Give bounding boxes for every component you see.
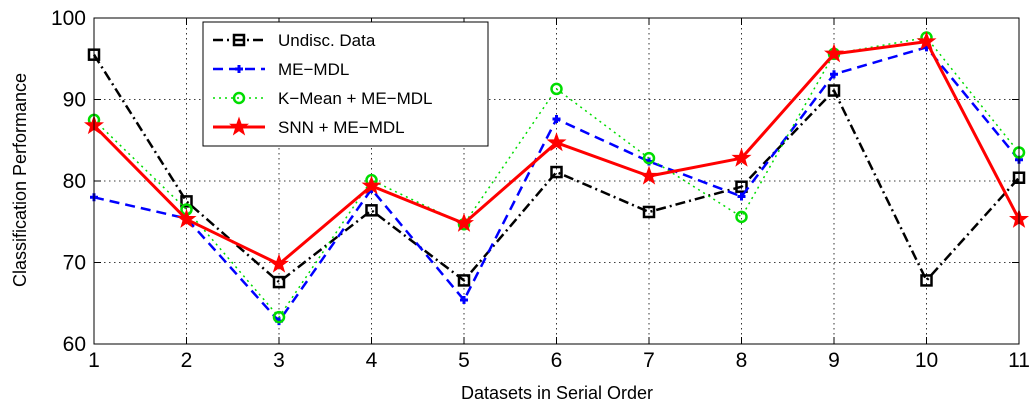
y-tick-label: 90	[63, 89, 86, 112]
legend-marker-star	[228, 116, 250, 136]
legend-label: Undisc. Data	[278, 31, 376, 50]
data-point-square	[180, 195, 193, 208]
legend-item: ME−MDL	[213, 60, 349, 79]
legend-label: SNN + ME−MDL	[278, 118, 405, 137]
data-point-star	[823, 43, 845, 63]
grid-layer	[94, 18, 1019, 344]
data-point-star	[916, 31, 937, 51]
tick-labels: 1 2 3 4 5 6 7 8 9 10 11 60 70 80 90 100	[51, 7, 1030, 372]
data-point-square	[920, 274, 933, 287]
data-point-square	[642, 205, 656, 219]
data-point-plus	[460, 295, 468, 304]
data-point-star	[453, 212, 475, 232]
x-axis-label: Datasets in Serial Order	[461, 383, 653, 403]
x-tick-label: 5	[458, 349, 470, 372]
x-tick-label: 11	[1008, 349, 1030, 372]
data-point-star	[546, 132, 567, 152]
series-layer	[83, 31, 1030, 326]
legend-item: SNN + ME−MDL	[213, 116, 405, 137]
data-point-circle	[735, 210, 748, 224]
data-point-star	[268, 253, 290, 273]
legend-label: ME−MDL	[278, 60, 349, 79]
x-tick-label: 7	[643, 349, 655, 372]
plot-frame	[93, 17, 1020, 345]
data-point-square	[272, 275, 286, 289]
legend-item: Undisc. Data	[213, 31, 376, 50]
data-point-square	[827, 84, 841, 97]
x-tick-label: 8	[736, 349, 748, 372]
data-point-square	[550, 165, 563, 179]
legend-box	[202, 21, 489, 147]
data-point-square	[365, 204, 378, 217]
data-point-square	[735, 180, 748, 193]
data-point-star	[638, 165, 660, 185]
x-tick-label: 10	[915, 349, 938, 372]
data-point-circle	[550, 82, 563, 96]
legend-item: K−Mean + ME−MDL	[213, 89, 433, 108]
legend-marker-circle	[232, 91, 246, 105]
data-point-circle	[272, 310, 286, 324]
data-point-circle	[642, 151, 656, 165]
x-tick-label: 2	[181, 349, 193, 372]
legend-marker-plus	[235, 65, 243, 73]
y-tick-label: 70	[63, 252, 86, 275]
y-tick-label: 60	[63, 333, 86, 356]
x-tick-label: 4	[366, 349, 378, 372]
data-point-star	[361, 175, 382, 195]
data-point-star	[731, 147, 752, 167]
legend-label: K−Mean + ME−MDL	[278, 89, 433, 108]
legend: Undisc. Data ME−MDL K−Mean + ME−MDL SNN + M…	[202, 21, 489, 147]
y-tick-label: 100	[51, 7, 86, 30]
series-snn-me-mdl	[83, 31, 1030, 273]
y-tick-label: 80	[63, 170, 86, 193]
data-point-star	[176, 208, 197, 228]
series-line	[92, 54, 1020, 284]
data-point-plus	[830, 70, 838, 79]
x-tick-label: 1	[88, 349, 100, 372]
x-tick-label: 3	[273, 349, 285, 372]
x-tick-label: 6	[551, 349, 563, 372]
data-point-plus	[737, 192, 746, 201]
data-point-plus	[552, 115, 561, 124]
legend-marker-square	[232, 33, 246, 47]
data-point-square	[457, 274, 471, 287]
y-axis-label: Classification Performance	[10, 73, 30, 287]
x-tick-label: 9	[828, 349, 840, 372]
